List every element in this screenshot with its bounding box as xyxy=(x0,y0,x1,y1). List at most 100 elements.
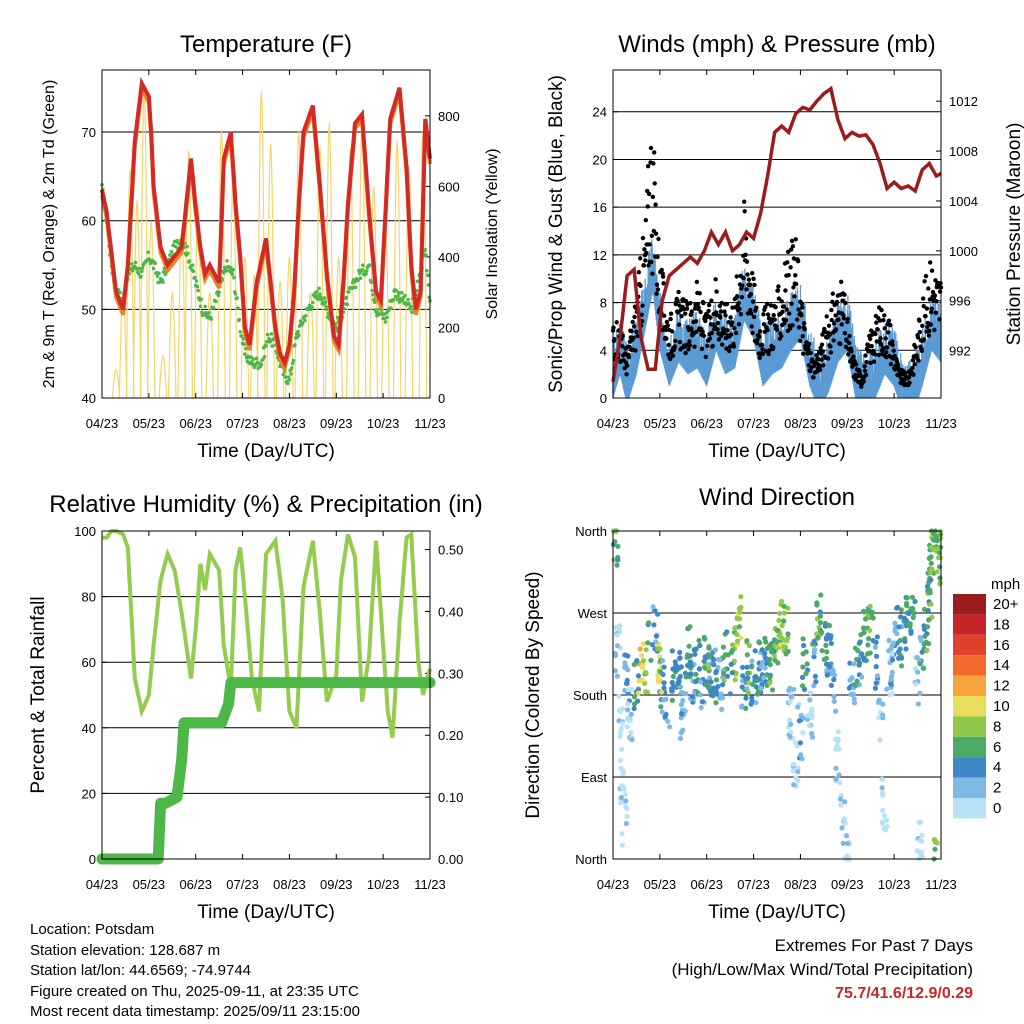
direction-point xyxy=(884,817,890,824)
direction-point xyxy=(907,623,913,629)
gust-point xyxy=(672,344,678,349)
gust-point xyxy=(890,339,895,344)
direction-point xyxy=(800,664,806,670)
direction-point xyxy=(787,733,793,740)
y-tick-label: 20 xyxy=(593,152,607,167)
gust-point xyxy=(846,352,851,357)
direction-point xyxy=(932,846,938,852)
direction-point xyxy=(738,635,744,641)
gust-point xyxy=(921,337,927,342)
direction-point xyxy=(876,715,882,721)
direction-point xyxy=(701,658,707,664)
legend-swatch xyxy=(953,594,986,615)
gust-point xyxy=(701,333,707,338)
gust-point xyxy=(760,347,765,352)
direction-point xyxy=(640,661,646,668)
gust-point xyxy=(766,316,772,321)
direction-point xyxy=(756,639,762,645)
direction-point xyxy=(624,813,630,820)
direction-point xyxy=(897,646,903,652)
gust-point xyxy=(640,235,646,241)
humidity-precip-panel: Relative Humidity (%) & Precipitation (i… xyxy=(28,491,483,923)
dewpoint-point xyxy=(203,304,207,309)
gust-point xyxy=(774,327,780,332)
gust-point xyxy=(915,335,921,340)
direction-point xyxy=(615,557,621,563)
dewpoint-point xyxy=(406,297,410,302)
x-tick-label: 08/23 xyxy=(273,877,306,892)
gust-point xyxy=(738,312,744,317)
y2-tick-label: 200 xyxy=(438,320,460,335)
direction-point xyxy=(813,679,819,685)
direction-point xyxy=(934,840,940,846)
direction-point xyxy=(917,837,923,844)
direction-point xyxy=(771,653,778,659)
direction-point xyxy=(620,771,626,777)
direction-point xyxy=(836,772,842,778)
dewpoint-point xyxy=(235,296,239,300)
direction-point xyxy=(806,722,813,729)
gust-point xyxy=(677,339,683,345)
gust-point xyxy=(928,260,933,265)
gust-point xyxy=(808,350,813,356)
gust-point xyxy=(652,181,657,186)
legend-label: 12 xyxy=(993,678,1010,695)
y2-tick-label: 0.50 xyxy=(438,543,463,558)
gust-point xyxy=(930,289,936,295)
direction-point xyxy=(833,776,839,782)
direction-point xyxy=(851,700,858,706)
direction-point xyxy=(861,608,867,614)
dewpoint-point xyxy=(395,297,400,302)
legend-swatch xyxy=(953,798,986,819)
y-tick-label: 40 xyxy=(82,391,96,406)
gust-point xyxy=(811,375,816,380)
gust-point xyxy=(631,324,637,329)
x-tick-label: 04/23 xyxy=(86,877,119,892)
direction-point xyxy=(618,800,624,806)
gust-point xyxy=(774,324,779,329)
direction-point xyxy=(788,721,794,727)
direction-point xyxy=(897,637,903,644)
gust-point xyxy=(749,324,754,329)
gust-point xyxy=(791,285,796,290)
dewpoint-point xyxy=(157,271,161,276)
direction-point xyxy=(727,691,733,697)
direction-point xyxy=(879,776,885,782)
direction-point xyxy=(734,638,741,644)
direction-point xyxy=(678,702,685,708)
gust-point xyxy=(687,343,692,348)
gust-point xyxy=(698,309,703,315)
gust-point xyxy=(744,287,749,292)
dewpoint-point xyxy=(238,330,242,334)
gust-point xyxy=(693,319,699,324)
gust-point xyxy=(665,323,670,328)
direction-point xyxy=(677,655,683,661)
direction-point xyxy=(785,631,791,637)
direction-point xyxy=(903,646,909,652)
created-text: Figure created on Thu, 2025-09-11, at 23… xyxy=(30,982,359,1000)
x-tick-label: 10/23 xyxy=(878,416,911,431)
gust-point xyxy=(757,329,763,334)
gust-point xyxy=(732,326,737,331)
chart-title: Relative Humidity (%) & Precipitation (i… xyxy=(49,491,482,518)
dewpoint-point xyxy=(385,315,389,320)
y2-tick-label: 992 xyxy=(949,344,971,359)
direction-point xyxy=(635,673,642,679)
legend-label: 4 xyxy=(993,759,1001,776)
direction-point xyxy=(631,705,637,712)
direction-point xyxy=(639,652,645,659)
gust-point xyxy=(629,329,634,334)
direction-point xyxy=(623,820,630,827)
dewpoint-point xyxy=(304,314,308,318)
gust-point xyxy=(648,145,654,151)
direction-point xyxy=(624,680,630,687)
direction-point xyxy=(891,640,897,646)
gust-point xyxy=(752,282,757,288)
direction-point xyxy=(914,848,920,854)
direction-point xyxy=(791,761,797,768)
dewpoint-point xyxy=(243,352,247,356)
gust-point xyxy=(754,305,759,310)
dewpoint-point xyxy=(369,280,374,285)
direction-point xyxy=(724,673,731,679)
direction-point xyxy=(767,680,773,686)
